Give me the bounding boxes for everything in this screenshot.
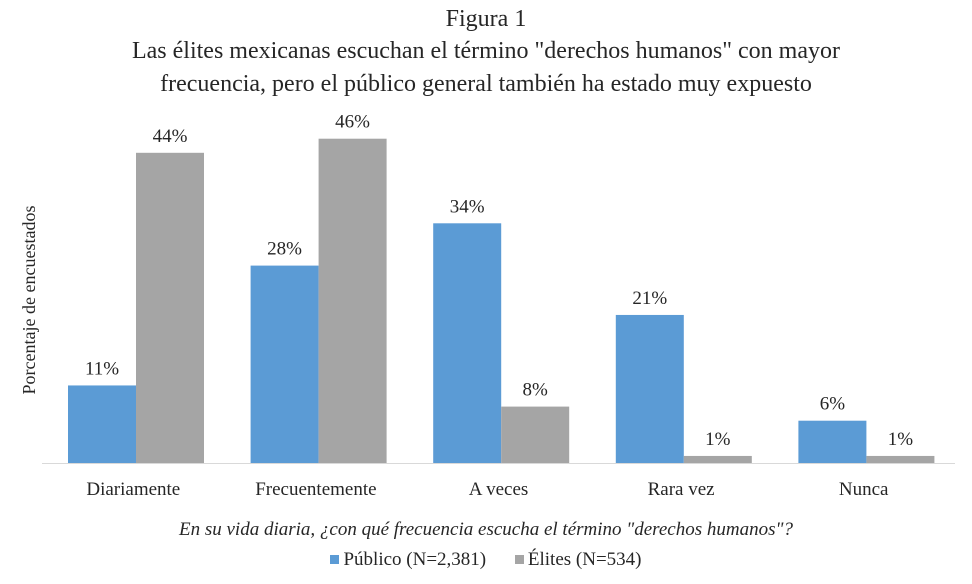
bar-publico-3 — [433, 223, 502, 463]
category-label-4: Rara vez — [648, 479, 715, 500]
bar-publico-2 — [250, 265, 319, 463]
x-axis-label: En su vida diaria, ¿con qué frecuencia e… — [178, 519, 793, 540]
data-label-elites-5: 1% — [888, 429, 914, 450]
bar-publico-5 — [798, 420, 867, 463]
bar-elites-5 — [866, 455, 935, 463]
bar-elites-4 — [683, 455, 752, 463]
data-label-publico-3: 34% — [450, 196, 485, 217]
legend-item-publico: Público (N=2,381) — [330, 549, 486, 571]
data-label-publico-5: 6% — [820, 394, 846, 415]
data-label-elites-2: 46% — [335, 112, 370, 133]
data-label-publico-1: 11% — [85, 358, 119, 379]
category-label-2: Frecuentemente — [255, 479, 376, 500]
data-label-elites-1: 44% — [153, 126, 188, 147]
legend-item-elites: Élites (N=534) — [514, 548, 642, 571]
legend-label-elites: Élites (N=534) — [527, 548, 642, 570]
bar-elites-1 — [136, 152, 204, 464]
data-label-elites-4: 1% — [705, 429, 731, 450]
legend-label-publico: Público (N=2,381) — [343, 548, 487, 570]
chart-title-line-1: Las élites mexicanas escuchan el término… — [131, 38, 840, 64]
data-label-elites-3: 8% — [523, 380, 549, 401]
chart-title-line-2: frecuencia, pero el público general tamb… — [160, 71, 812, 97]
figure-label: Figura 1 — [445, 6, 527, 32]
legend-swatch-publico — [330, 555, 340, 564]
legend-swatch-elites — [514, 555, 524, 564]
bar-publico-4 — [615, 314, 684, 463]
bar-elites-2 — [318, 138, 387, 463]
y-axis-label: Porcentaje de encuestados — [19, 206, 39, 395]
data-label-publico-4: 21% — [632, 288, 667, 309]
bar-publico-1 — [68, 385, 136, 463]
category-label-3: A veces — [469, 479, 529, 500]
legend: Público (N=2,381) Élites (N=534) — [0, 548, 972, 571]
category-label-1: Diariamente — [86, 479, 180, 500]
bar-elites-3 — [501, 406, 570, 463]
category-label-5: Nunca — [839, 479, 889, 500]
data-label-publico-2: 28% — [267, 239, 302, 260]
